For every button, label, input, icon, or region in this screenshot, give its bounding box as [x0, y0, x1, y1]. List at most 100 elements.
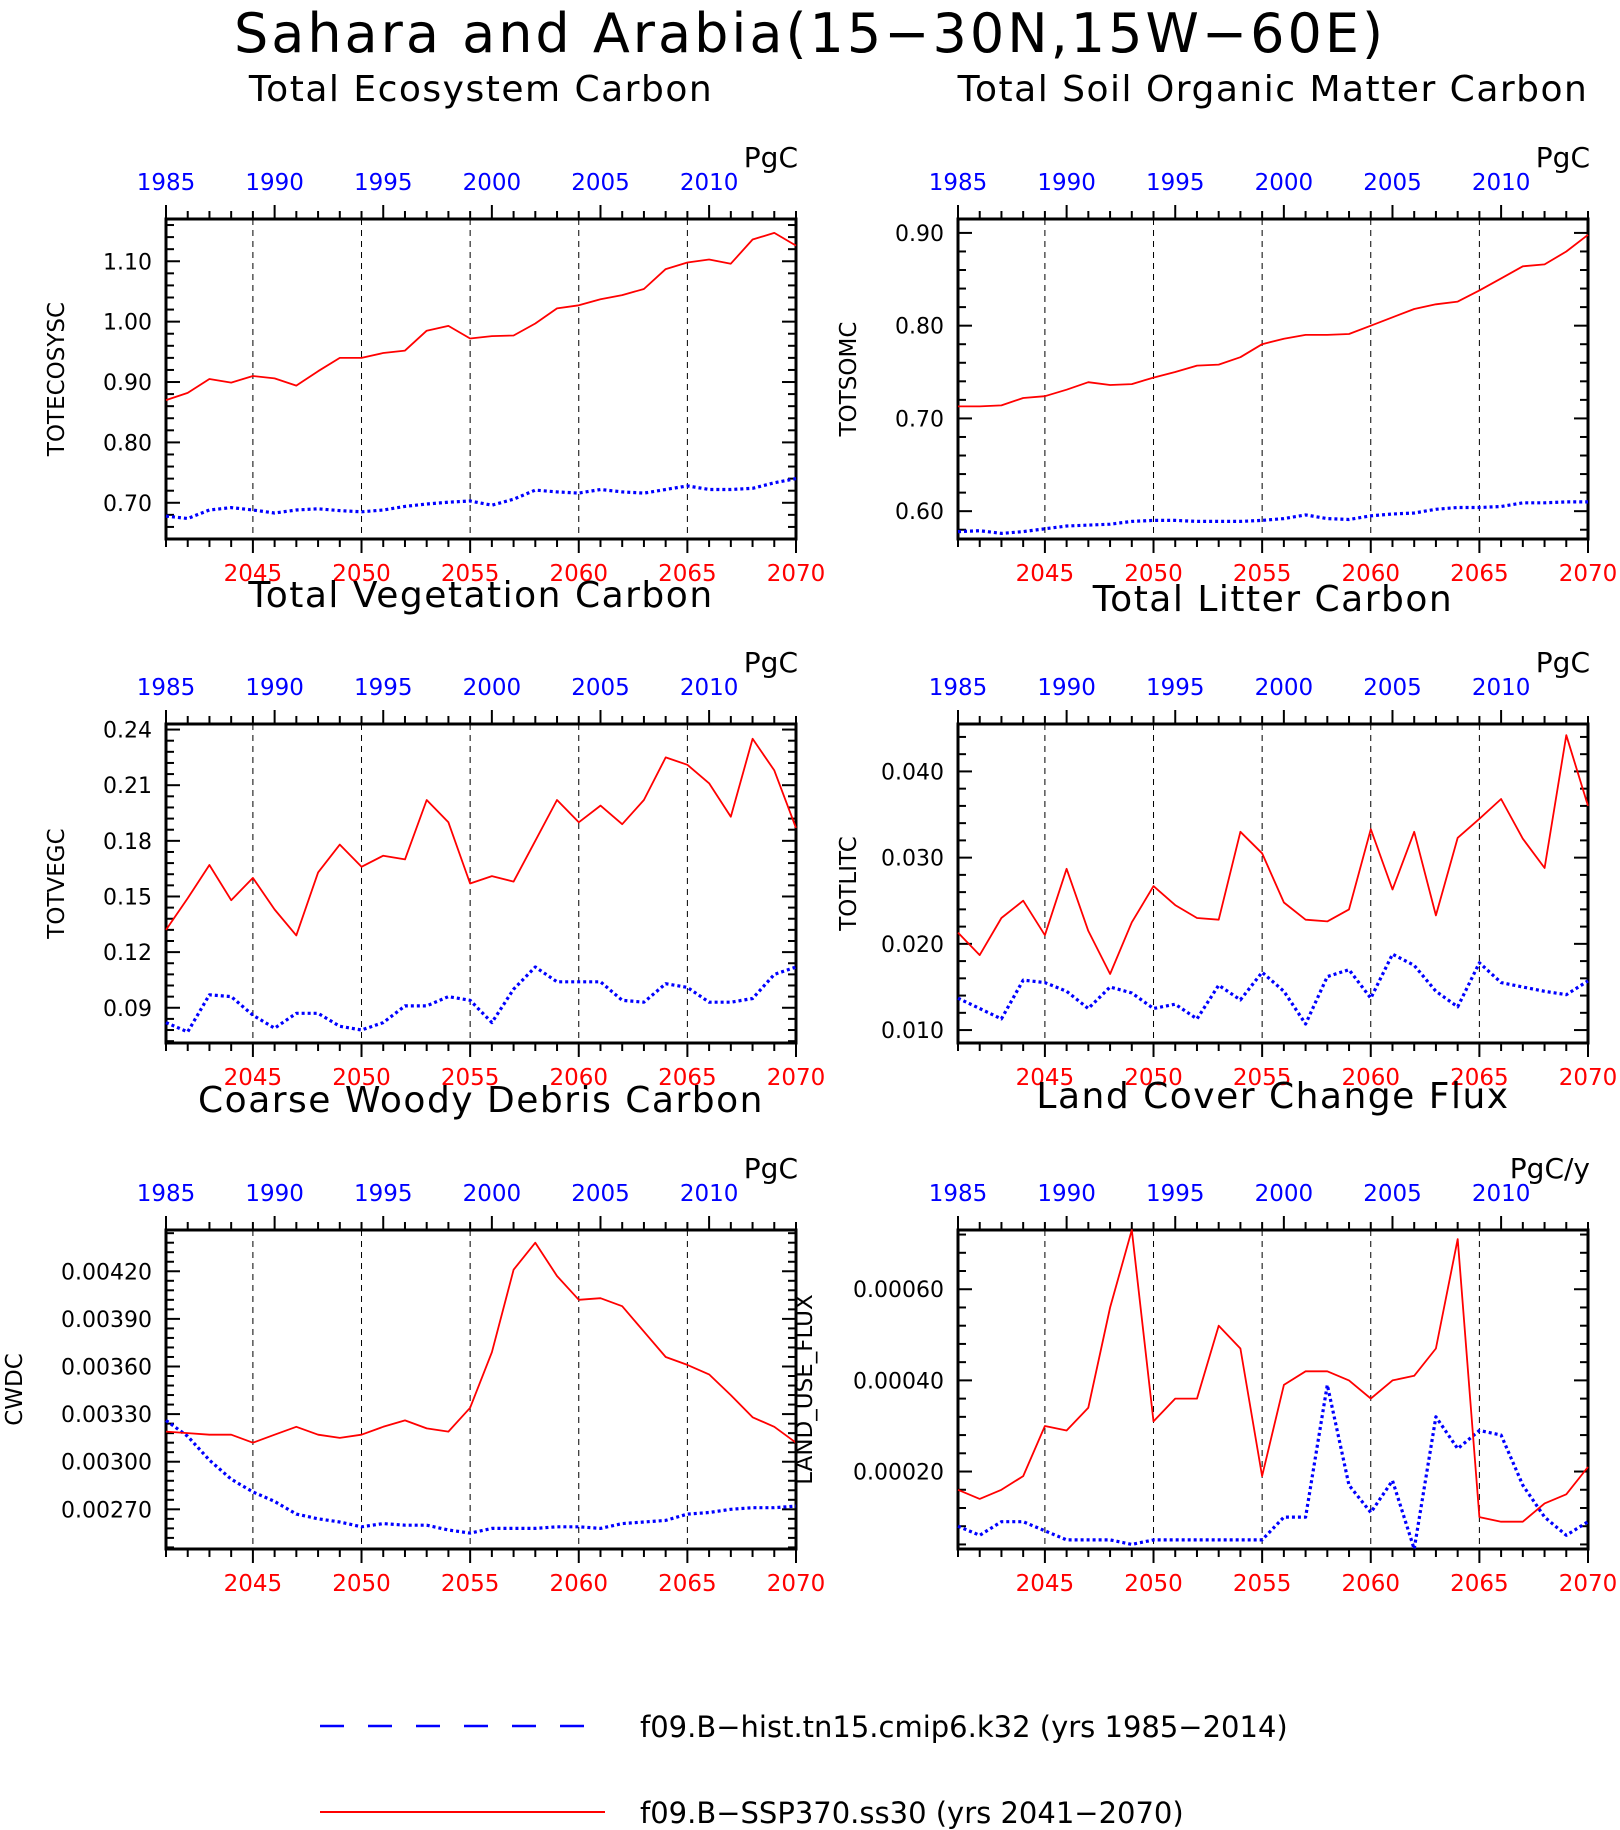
y-tick-label: 0.24	[103, 719, 152, 744]
x-tick-label: 2050	[332, 561, 391, 587]
units-label: PgC	[744, 141, 798, 174]
plot-frame	[956, 722, 1590, 1045]
x-top-tick-label: 2005	[1363, 170, 1422, 196]
series-line-hist	[957, 1383, 1589, 1551]
x-tick-label: 2045	[224, 1065, 283, 1091]
x-top-tick-label: 2010	[680, 1181, 739, 1207]
x-top-tick-label: 2005	[1363, 675, 1422, 701]
series-line-hist	[957, 952, 1589, 1026]
y-axis-label: TOTLITC	[836, 836, 862, 932]
y-tick-label: 0.60	[895, 500, 944, 525]
y-tick-label: 0.80	[103, 431, 152, 456]
y-tick-label: 0.020	[881, 933, 944, 958]
x-tick-label: 2050	[1124, 561, 1183, 587]
x-tick-label: 2065	[1450, 1065, 1509, 1091]
x-tick-label: 2060	[549, 1571, 608, 1597]
y-axis-label: TOTVEGC	[44, 828, 70, 939]
x-top-tick-label: 2005	[571, 1181, 630, 1207]
x-tick-label: 2055	[441, 1065, 500, 1091]
series-line-ssp	[165, 1241, 797, 1444]
y-tick-label: 0.030	[881, 847, 944, 872]
x-top-tick-label: 1985	[137, 1181, 196, 1207]
y-tick-label: 0.12	[103, 941, 152, 966]
series-line-hist	[165, 477, 797, 521]
series-line-ssp	[957, 734, 1589, 975]
chart-panel: 2045 2050 2055 2060 2065 2070 1985 1990 1995 2000…	[792, 1076, 1617, 1597]
y-axis-label: TOTECOSYSC	[44, 302, 70, 457]
chart-panel: 2045 2050 2055 2060 2065 2070 1985 1990 1995 2000…	[44, 575, 825, 1091]
units-label: PgC	[744, 646, 798, 679]
x-top-tick-label: 2000	[1255, 1181, 1314, 1207]
x-top-tick-label: 1990	[1037, 1181, 1096, 1207]
panel-title: Total Litter Carbon	[1092, 579, 1453, 620]
y-tick-label: 0.00420	[61, 1260, 152, 1285]
x-top-tick-label: 1990	[1037, 675, 1096, 701]
x-top-tick-label: 2000	[463, 1181, 522, 1207]
x-tick-label: 2060	[1341, 561, 1400, 587]
series-line-ssp	[165, 737, 797, 937]
x-top-tick-label: 1990	[245, 1181, 304, 1207]
y-tick-label: 0.70	[895, 407, 944, 432]
series-line-ssp	[957, 1229, 1589, 1523]
x-top-tick-label: 1995	[354, 675, 413, 701]
x-top-tick-label: 2010	[680, 675, 739, 701]
y-axis-label: LAND_USE_FLUX	[792, 1294, 818, 1485]
units-label: PgC/y	[1510, 1152, 1590, 1185]
x-tick-label: 2070	[1559, 561, 1618, 587]
y-tick-label: 1.10	[103, 250, 152, 275]
x-tick-label: 2070	[767, 1065, 826, 1091]
units-label: PgC	[1536, 646, 1590, 679]
y-tick-label: 0.18	[103, 830, 152, 855]
x-tick-label: 2065	[658, 1571, 717, 1597]
y-tick-label: 0.00060	[853, 1278, 944, 1303]
x-tick-label: 2045	[224, 1571, 283, 1597]
x-top-tick-label: 2000	[463, 170, 522, 196]
x-top-tick-label: 1990	[1037, 170, 1096, 196]
y-tick-label: 0.15	[103, 885, 152, 910]
x-tick-label: 2055	[1233, 1571, 1292, 1597]
x-top-tick-label: 2000	[1255, 170, 1314, 196]
y-tick-label: 0.00270	[61, 1498, 152, 1523]
y-tick-label: 0.21	[103, 774, 152, 799]
x-tick-label: 2045	[224, 561, 283, 587]
units-label: PgC	[1536, 141, 1590, 174]
y-tick-label: 0.90	[895, 222, 944, 247]
chart-panel: 2045 2050 2055 2060 2065 2070 1985 1990 1995 2000…	[44, 69, 825, 587]
x-tick-label: 2070	[1559, 1065, 1618, 1091]
x-tick-label: 2045	[1016, 1571, 1075, 1597]
x-tick-label: 2050	[332, 1065, 391, 1091]
units-label: PgC	[744, 1152, 798, 1185]
y-tick-label: 0.09	[103, 997, 152, 1022]
x-tick-label: 2065	[658, 561, 717, 587]
x-top-tick-label: 2005	[571, 675, 630, 701]
x-tick-label: 2060	[1341, 1571, 1400, 1597]
plot-frame	[956, 217, 1590, 541]
x-top-tick-label: 1995	[354, 170, 413, 196]
panel-title: Total Ecosystem Carbon	[248, 69, 713, 110]
x-top-tick-label: 1985	[929, 675, 988, 701]
chart-panel: 2045 2050 2055 2060 2065 2070 1985 1990 1995 2000…	[836, 69, 1617, 587]
panel-title: Coarse Woody Debris Carbon	[198, 1080, 764, 1121]
x-tick-label: 2055	[441, 561, 500, 587]
x-tick-label: 2045	[1016, 1065, 1075, 1091]
x-tick-label: 2055	[1233, 561, 1292, 587]
y-tick-label: 1.00	[103, 311, 152, 336]
panel-title: Land Cover Change Flux	[1036, 1076, 1509, 1117]
series-line-ssp	[958, 234, 1589, 408]
x-tick-label: 2055	[441, 1571, 500, 1597]
x-tick-label: 2065	[658, 1065, 717, 1091]
x-top-tick-label: 1985	[137, 675, 196, 701]
series-line-hist	[165, 965, 797, 1034]
x-top-tick-label: 1995	[1146, 675, 1205, 701]
y-tick-label: 0.90	[103, 371, 152, 396]
chart-panel: 2045 2050 2055 2060 2065 2070 1985 1990 1995 2000…	[836, 579, 1617, 1091]
chart-panel: 2045 2050 2055 2060 2065 2070 1985 1990 1995 2000…	[2, 1080, 825, 1597]
x-top-tick-label: 1985	[929, 1181, 988, 1207]
x-top-tick-label: 2010	[1472, 675, 1531, 701]
plot-frame	[164, 722, 798, 1045]
x-top-tick-label: 2010	[680, 170, 739, 196]
x-tick-label: 2060	[549, 561, 608, 587]
series-line-hist	[165, 1419, 797, 1535]
legend-label-hist: f09.B−hist.tn15.cmip6.k32 (yrs 1985−2014…	[640, 1710, 1288, 1744]
